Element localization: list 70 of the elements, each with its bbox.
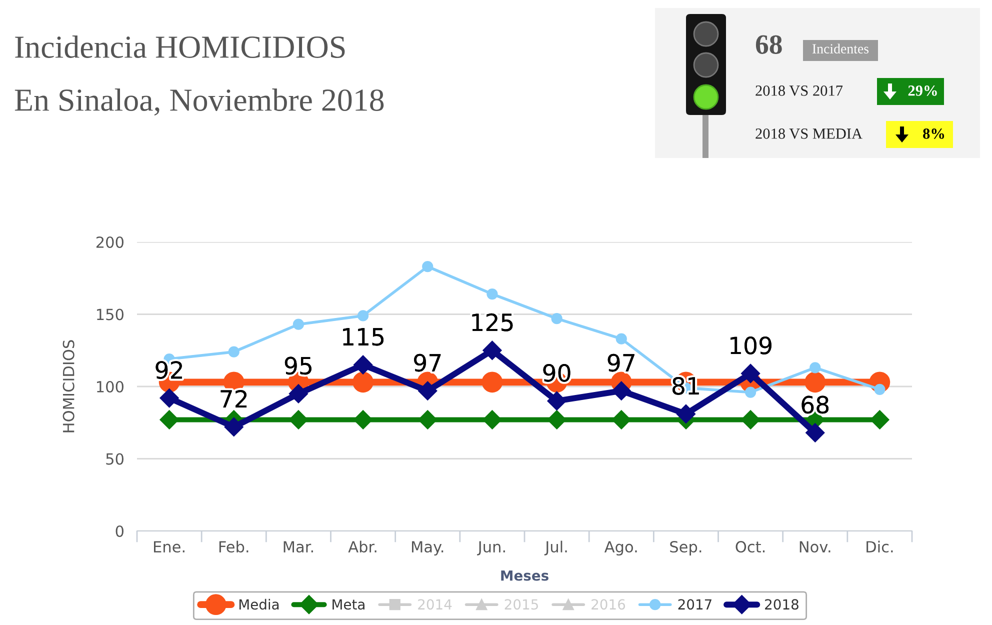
data-label: 72	[220, 390, 247, 408]
point	[612, 381, 631, 400]
text: 68	[756, 35, 782, 54]
point	[547, 410, 566, 430]
text: 2018 VS 2017	[756, 86, 843, 96]
x-tick-label: Jul.	[544, 540, 567, 556]
point	[422, 261, 434, 272]
y-tick-label: 150	[97, 308, 124, 320]
data-label: 97	[414, 354, 441, 372]
point	[228, 346, 240, 358]
point	[676, 404, 696, 424]
text: Incidentes	[812, 44, 869, 54]
point	[874, 384, 886, 395]
point	[160, 388, 179, 408]
x-tick-label: Nov.	[800, 541, 830, 553]
point	[804, 372, 826, 393]
y-tick-label: 200	[96, 236, 124, 248]
point	[616, 333, 627, 344]
data-label: 109	[730, 336, 772, 354]
data-label: 97	[608, 354, 634, 372]
y-tick-label: 50	[106, 453, 124, 465]
legend-label: Media	[239, 598, 279, 610]
point	[482, 372, 503, 393]
point	[806, 423, 825, 442]
x-tick-label: Ago.	[604, 541, 637, 556]
text: 2018 VS MEDIA	[756, 128, 862, 139]
x-tick-label: Jun.	[477, 541, 505, 556]
point	[612, 410, 631, 430]
x-tick-label: Feb.	[219, 540, 248, 553]
x-tick-label: Oct.	[736, 540, 765, 553]
data-label: 68	[802, 396, 829, 414]
chart-title: Incidencia HOMICIDIOS	[15, 36, 345, 58]
point	[486, 288, 498, 300]
point	[354, 355, 373, 374]
point	[292, 318, 304, 330]
y-tick-label: 100	[97, 380, 124, 393]
point	[482, 410, 502, 430]
point	[870, 410, 890, 430]
point	[810, 362, 821, 374]
legend-label: 2018	[765, 599, 798, 610]
x-tick-label: Mar.	[284, 541, 313, 553]
point	[288, 384, 308, 404]
data-label: 125	[472, 313, 513, 332]
y-tick-label: 0	[116, 525, 124, 538]
point	[741, 364, 760, 384]
x-tick-label: Sep.	[670, 540, 702, 556]
text: 8%	[923, 128, 944, 139]
point	[418, 410, 438, 430]
legend-label: 2017	[678, 599, 712, 610]
point	[224, 417, 244, 436]
text: 29%	[908, 86, 937, 96]
legend-label: Meta	[332, 599, 364, 610]
point	[357, 310, 369, 322]
x-tick-label: Abr.	[348, 540, 376, 553]
point	[482, 340, 502, 360]
chart-subtitle: En Sinaloa, Noviembre 2018	[14, 88, 384, 116]
x-tick-label: Dic.	[866, 540, 893, 553]
data-label: 92	[156, 361, 182, 379]
data-label: 95	[284, 356, 312, 375]
point	[744, 386, 756, 398]
point	[352, 372, 374, 393]
point	[551, 313, 562, 324]
point	[160, 410, 179, 430]
point	[547, 391, 566, 410]
point	[418, 381, 438, 400]
x-tick-label: May.	[412, 541, 444, 556]
x-tick-label: Ene.	[154, 541, 184, 553]
x-axis-title: Meses	[501, 570, 548, 581]
y-axis-title: HOMICIDIOS	[62, 340, 74, 432]
data-label: 115	[343, 328, 384, 346]
